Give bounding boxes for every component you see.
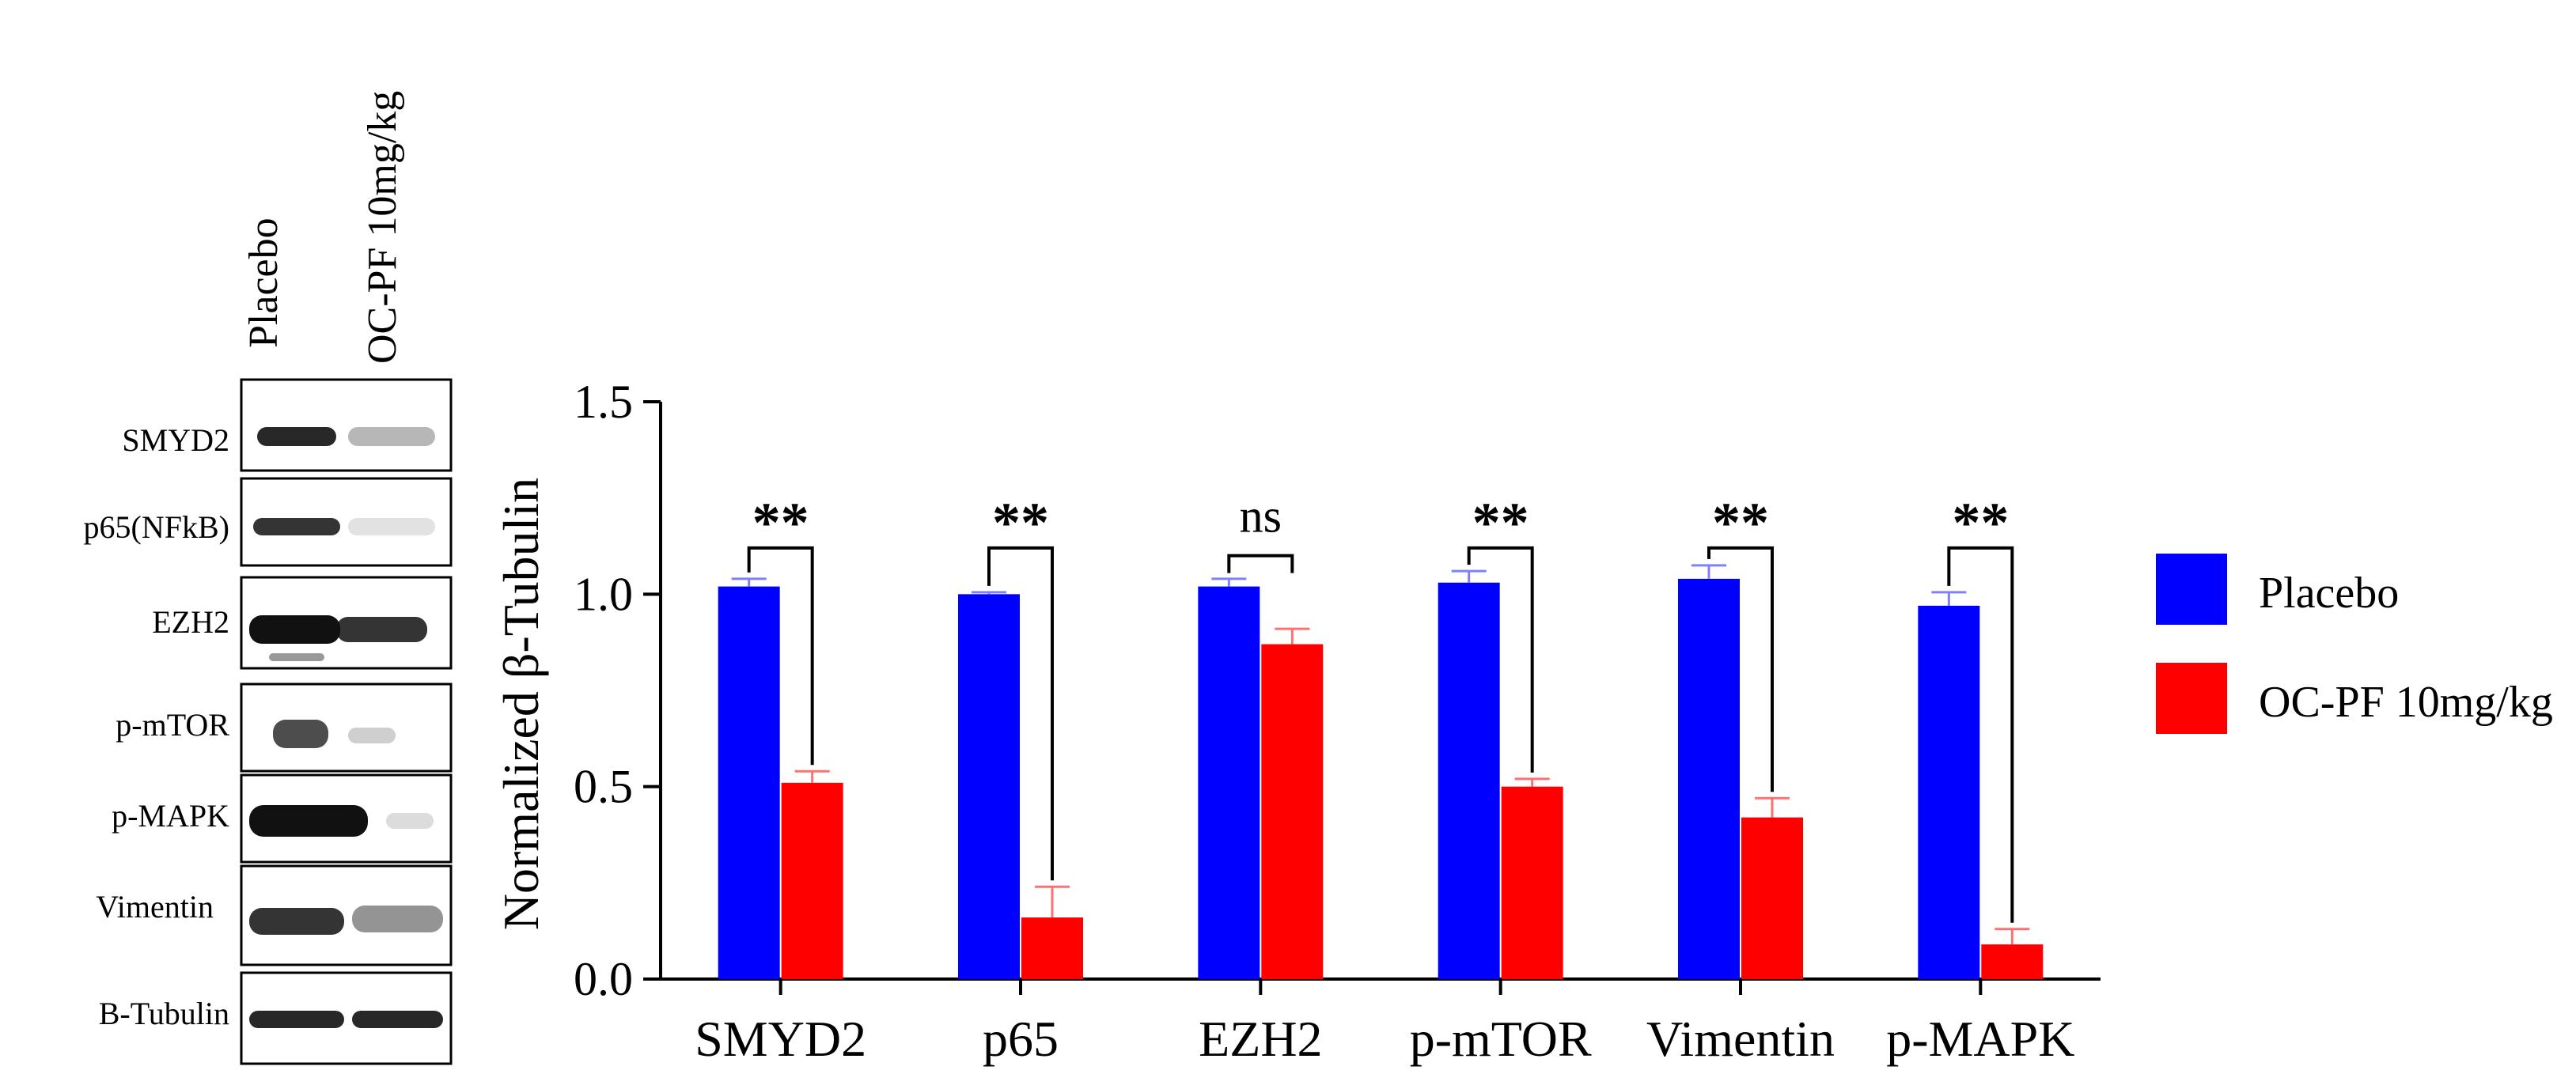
- blot-row-vimentin: Vimentin: [96, 864, 453, 966]
- bar-pmapk-placebo: [1918, 605, 1980, 979]
- significance-bracket-smyd2: [747, 546, 814, 766]
- bar-vimentin-placebo: [1678, 578, 1740, 979]
- y-tick-label-0.5: 0.5: [574, 761, 633, 813]
- significance-label-pmapk: **: [1952, 491, 2009, 554]
- significance-bracket-vimentin: [1707, 546, 1774, 792]
- band-pmtor-ocpf: [348, 728, 396, 743]
- significance-label-ezh2: ns: [1240, 490, 1282, 543]
- bar-vimentin-ocpf: [1741, 817, 1803, 979]
- x-category-label-pmapk: p-MAPK: [1886, 1011, 2074, 1067]
- band-pmapk-placebo: [249, 805, 368, 837]
- blot-row-p65: p65(NFkB): [84, 477, 453, 567]
- legend-swatch-placebo: [2156, 554, 2227, 625]
- western-blot-panel: Placebo OC-PF 10mg/kg SMYD2 p65(NFkB) EZ…: [84, 91, 453, 1065]
- significance-label-vimentin: **: [1712, 491, 1769, 554]
- blot-label-btubulin: B-Tubulin: [99, 996, 229, 1031]
- significance-bracket-p65: [987, 546, 1054, 881]
- y-tick-label-1.5: 1.5: [574, 376, 633, 428]
- y-tick-label-0: 0.0: [574, 953, 633, 1005]
- legend-label-placebo: Placebo: [2259, 569, 2399, 618]
- significance-label-pmtor: **: [1472, 491, 1529, 554]
- bar-ezh2-placebo: [1198, 586, 1260, 979]
- x-category-label-vimentin: Vimentin: [1646, 1011, 1835, 1067]
- blot-row-pmtor: p-mTOR: [116, 683, 453, 773]
- band-btubulin-placebo: [249, 1011, 344, 1028]
- lane-label-ocpf: OC-PF 10mg/kg: [360, 91, 405, 364]
- x-category-label-pmtor: p-mTOR: [1410, 1011, 1592, 1067]
- blot-row-smyd2: SMYD2: [122, 378, 453, 472]
- legend: Placebo OC-PF 10mg/kg: [2156, 554, 2553, 734]
- bar-p65-placebo: [958, 594, 1020, 979]
- blot-row-ezh2: EZH2: [152, 576, 453, 670]
- x-category-label-smyd2: SMYD2: [695, 1011, 866, 1067]
- significance-bracket-ezh2: [1227, 554, 1294, 573]
- legend-label-ocpf: OC-PF 10mg/kg: [2259, 678, 2553, 727]
- band-ezh2-secondary: [269, 653, 324, 661]
- y-axis-label: Normalized β-Tubulin: [493, 478, 549, 930]
- significance-label-p65: **: [992, 491, 1049, 554]
- band-smyd2-ocpf: [348, 427, 435, 446]
- band-btubulin-ocpf: [352, 1011, 443, 1028]
- x-category-label-ezh2: EZH2: [1199, 1011, 1322, 1067]
- blot-label-smyd2: SMYD2: [122, 422, 229, 458]
- blot-row-pmapk: p-MAPK: [112, 773, 453, 864]
- blot-label-ezh2: EZH2: [152, 604, 229, 640]
- band-p65-placebo: [253, 518, 340, 535]
- band-smyd2-placebo: [257, 427, 336, 446]
- blot-label-vimentin: Vimentin: [96, 889, 214, 925]
- bar-smyd2-ocpf: [781, 782, 843, 979]
- bar-pmtor-ocpf: [1501, 786, 1563, 979]
- x-category-label-p65: p65: [983, 1011, 1059, 1067]
- band-ezh2-placebo: [249, 615, 340, 644]
- bar-smyd2-placebo: [718, 586, 780, 979]
- blot-label-pmtor: p-mTOR: [116, 707, 229, 743]
- blot-label-pmapk: p-MAPK: [112, 798, 229, 834]
- band-ezh2-ocpf: [336, 617, 427, 642]
- bar-pmtor-placebo: [1438, 582, 1500, 979]
- legend-swatch-ocpf: [2156, 663, 2227, 734]
- y-tick-label-1.0: 1.0: [574, 568, 633, 620]
- blot-label-p65: p65(NFkB): [84, 509, 229, 545]
- bar-pmapk-ocpf: [1981, 944, 2044, 979]
- significance-bracket-pmtor: [1467, 546, 1534, 773]
- significance-bracket-pmapk: [1947, 546, 2014, 923]
- blot-row-btubulin: B-Tubulin: [99, 971, 453, 1065]
- band-p65-ocpf: [348, 518, 435, 535]
- bar-ezh2-ocpf: [1261, 644, 1324, 979]
- bar-chart: Normalized β-Tubulin 0.0 0.5 1.0 1.5 SMY…: [493, 376, 2553, 1067]
- band-pmapk-ocpf: [386, 813, 434, 829]
- significance-label-smyd2: **: [752, 491, 809, 554]
- band-vimentin-placebo: [249, 908, 344, 935]
- bar-p65-ocpf: [1021, 917, 1083, 979]
- band-pmtor-placebo: [273, 720, 328, 748]
- lane-label-placebo: Placebo: [241, 217, 286, 348]
- band-vimentin-ocpf: [352, 906, 443, 932]
